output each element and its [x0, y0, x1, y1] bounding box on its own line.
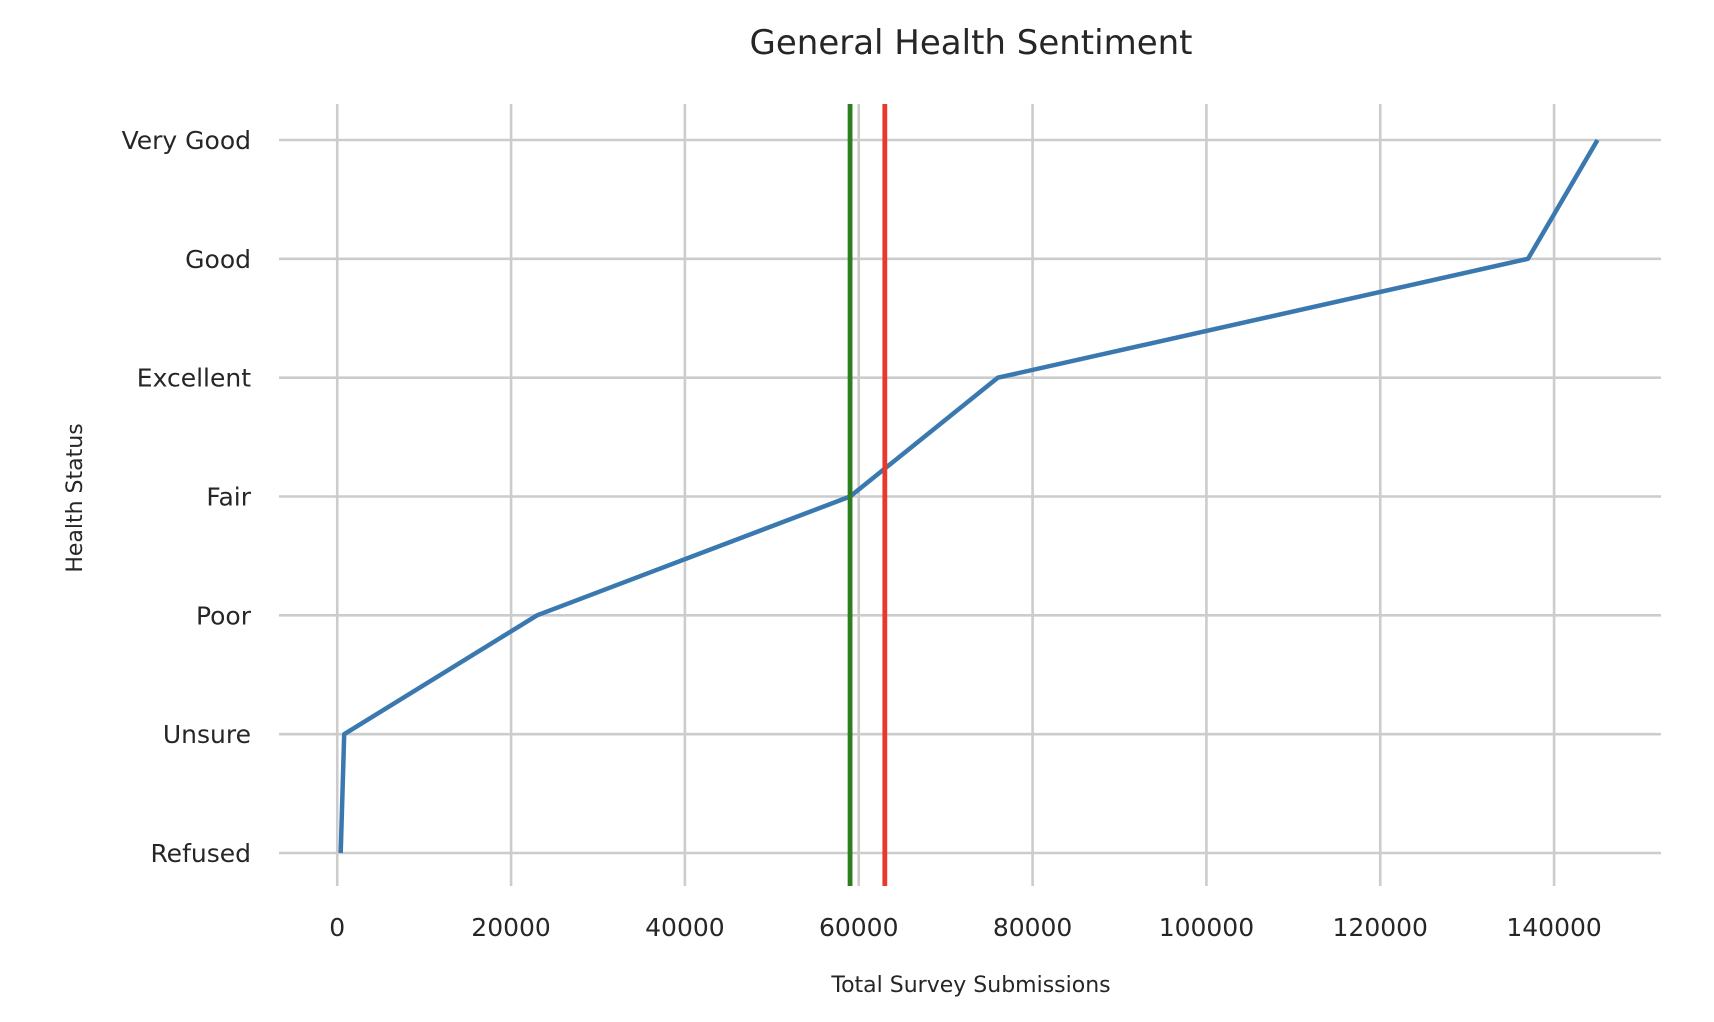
x-tick-label: 140000: [1506, 913, 1601, 942]
x-tick-labels: 0 20000 40000 60000 80000 100000 120000 140000: [329, 913, 1602, 942]
y-axis-label: Health Status: [63, 423, 88, 572]
x-tick-label: 60000: [819, 913, 899, 942]
x-tick-label: 80000: [993, 913, 1073, 942]
y-tick-label: Unsure: [163, 720, 251, 749]
x-tick-label: 120000: [1333, 913, 1428, 942]
y-tick-label: Very Good: [122, 126, 251, 155]
y-tick-label: Refused: [150, 839, 251, 868]
x-tick-label: 40000: [645, 913, 725, 942]
x-tick-label: 100000: [1159, 913, 1254, 942]
y-tick-label: Fair: [206, 483, 251, 512]
y-tick-label: Good: [185, 245, 251, 274]
y-tick-labels: Refused Unsure Poor Fair Excellent Good Very G…: [122, 126, 252, 868]
y-tick-label: Poor: [196, 601, 252, 630]
reference-lines: [847, 104, 888, 886]
x-tick-label: 0: [329, 913, 345, 942]
y-tick-label: Excellent: [137, 364, 251, 393]
x-tick-label: 20000: [471, 913, 551, 942]
x-axis-label: Total Survey Submissions: [830, 973, 1110, 998]
chart-title: General Health Sentiment: [750, 23, 1193, 63]
grid: [279, 104, 1661, 886]
